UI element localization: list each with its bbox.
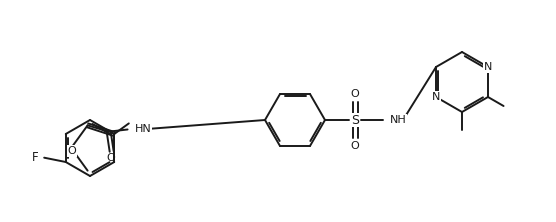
Text: O: O	[106, 153, 115, 163]
Text: O: O	[68, 146, 77, 156]
Text: O: O	[351, 89, 359, 99]
Text: N: N	[432, 92, 440, 102]
Text: O: O	[351, 141, 359, 151]
Text: F: F	[32, 151, 38, 164]
Text: N: N	[484, 62, 492, 72]
Text: HN: HN	[135, 125, 151, 135]
Text: S: S	[351, 113, 359, 127]
Text: NH: NH	[390, 115, 407, 125]
